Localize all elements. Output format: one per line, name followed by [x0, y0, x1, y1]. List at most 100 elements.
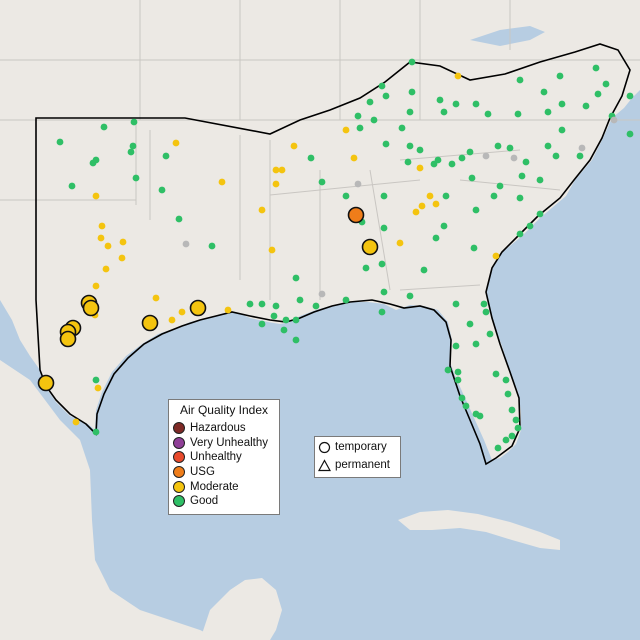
- monitor-marker-good[interactable]: [558, 100, 566, 108]
- monitor-marker-good[interactable]: [544, 108, 552, 116]
- monitor-marker-good[interactable]: [494, 444, 502, 452]
- monitor-marker-good[interactable]: [175, 215, 183, 223]
- monitor-marker-good[interactable]: [272, 302, 280, 310]
- monitor-marker-good[interactable]: [370, 116, 378, 124]
- monitor-marker-good[interactable]: [342, 296, 350, 304]
- monitor-marker-good[interactable]: [556, 72, 564, 80]
- monitor-marker-moderate[interactable]: [224, 306, 232, 314]
- monitor-marker-good[interactable]: [484, 110, 492, 118]
- monitor-marker-none[interactable]: [578, 144, 586, 152]
- monitor-marker-moderate[interactable]: [118, 254, 126, 262]
- monitor-marker-moderate[interactable]: [272, 166, 280, 174]
- monitor-marker-good[interactable]: [452, 300, 460, 308]
- monitor-marker-moderate[interactable]: [290, 142, 298, 150]
- monitor-marker-good[interactable]: [408, 88, 416, 96]
- monitor-marker-good[interactable]: [430, 160, 438, 168]
- monitor-marker-good[interactable]: [540, 88, 548, 96]
- monitor-marker-moderate[interactable]: [98, 222, 106, 230]
- monitor-marker-good[interactable]: [558, 126, 566, 134]
- monitor-marker-good[interactable]: [536, 176, 544, 184]
- monitor-marker-usg[interactable]: [347, 206, 365, 224]
- monitor-marker-good[interactable]: [522, 158, 530, 166]
- monitor-marker-good[interactable]: [380, 192, 388, 200]
- monitor-marker-good[interactable]: [307, 154, 315, 162]
- monitor-marker-good[interactable]: [440, 222, 448, 230]
- monitor-marker-good[interactable]: [270, 312, 278, 320]
- monitor-marker-moderate[interactable]: [416, 164, 424, 172]
- monitor-marker-none[interactable]: [510, 154, 518, 162]
- monitor-marker-good[interactable]: [486, 330, 494, 338]
- monitor-marker-moderate[interactable]: [141, 314, 159, 332]
- monitor-marker-good[interactable]: [158, 186, 166, 194]
- monitor-marker-moderate[interactable]: [268, 246, 276, 254]
- monitor-marker-good[interactable]: [508, 406, 516, 414]
- monitor-marker-none[interactable]: [318, 290, 326, 298]
- monitor-marker-good[interactable]: [406, 142, 414, 150]
- monitor-marker-good[interactable]: [516, 230, 524, 238]
- monitor-marker-good[interactable]: [432, 234, 440, 242]
- monitor-marker-good[interactable]: [592, 64, 600, 72]
- monitor-marker-good[interactable]: [458, 154, 466, 162]
- monitor-marker-good[interactable]: [602, 80, 610, 88]
- monitor-marker-good[interactable]: [380, 224, 388, 232]
- monitor-marker-good[interactable]: [448, 160, 456, 168]
- monitor-marker-good[interactable]: [89, 159, 97, 167]
- monitor-marker-moderate[interactable]: [492, 252, 500, 260]
- monitor-marker-moderate[interactable]: [119, 238, 127, 246]
- monitor-marker-good[interactable]: [129, 142, 137, 150]
- monitor-marker-moderate[interactable]: [97, 234, 105, 242]
- monitor-marker-moderate[interactable]: [104, 242, 112, 250]
- monitor-marker-good[interactable]: [100, 123, 108, 131]
- monitor-marker-good[interactable]: [502, 376, 510, 384]
- monitor-marker-good[interactable]: [490, 192, 498, 200]
- monitor-marker-moderate[interactable]: [278, 166, 286, 174]
- monitor-marker-good[interactable]: [482, 308, 490, 316]
- monitor-marker-good[interactable]: [416, 146, 424, 154]
- monitor-marker-good[interactable]: [492, 370, 500, 378]
- monitor-marker-good[interactable]: [342, 192, 350, 200]
- monitor-marker-good[interactable]: [280, 326, 288, 334]
- monitor-marker-good[interactable]: [436, 96, 444, 104]
- monitor-marker-moderate[interactable]: [258, 206, 266, 214]
- monitor-marker-moderate[interactable]: [342, 126, 350, 134]
- monitor-marker-good[interactable]: [518, 172, 526, 180]
- monitor-marker-good[interactable]: [406, 108, 414, 116]
- monitor-marker-good[interactable]: [68, 182, 76, 190]
- monitor-marker-good[interactable]: [506, 144, 514, 152]
- monitor-marker-good[interactable]: [246, 300, 254, 308]
- monitor-marker-good[interactable]: [582, 102, 590, 110]
- monitor-marker-good[interactable]: [444, 366, 452, 374]
- monitor-marker-good[interactable]: [468, 174, 476, 182]
- monitor-marker-good[interactable]: [470, 244, 478, 252]
- monitor-marker-moderate[interactable]: [412, 208, 420, 216]
- monitor-marker-good[interactable]: [516, 76, 524, 84]
- monitor-marker-moderate[interactable]: [350, 154, 358, 162]
- monitor-marker-moderate[interactable]: [168, 316, 176, 324]
- monitor-marker-good[interactable]: [318, 178, 326, 186]
- monitor-marker-good[interactable]: [92, 376, 100, 384]
- monitor-marker-good[interactable]: [576, 152, 584, 160]
- monitor-marker-good[interactable]: [440, 108, 448, 116]
- monitor-marker-good[interactable]: [466, 320, 474, 328]
- monitor-marker-good[interactable]: [472, 340, 480, 348]
- monitor-marker-good[interactable]: [378, 308, 386, 316]
- monitor-marker-good[interactable]: [162, 152, 170, 160]
- monitor-marker-moderate[interactable]: [426, 192, 434, 200]
- monitor-marker-good[interactable]: [514, 110, 522, 118]
- monitor-marker-good[interactable]: [296, 296, 304, 304]
- monitor-marker-moderate[interactable]: [172, 139, 180, 147]
- monitor-marker-moderate[interactable]: [59, 330, 77, 348]
- monitor-marker-moderate[interactable]: [92, 192, 100, 200]
- monitor-marker-good[interactable]: [544, 142, 552, 150]
- monitor-marker-moderate[interactable]: [396, 239, 404, 247]
- monitor-marker-good[interactable]: [292, 336, 300, 344]
- monitor-marker-good[interactable]: [476, 412, 484, 420]
- monitor-marker-good[interactable]: [466, 148, 474, 156]
- monitor-marker-good[interactable]: [382, 140, 390, 148]
- monitor-marker-good[interactable]: [312, 302, 320, 310]
- monitor-marker-good[interactable]: [526, 222, 534, 230]
- monitor-marker-good[interactable]: [382, 92, 390, 100]
- monitor-marker-good[interactable]: [398, 124, 406, 132]
- monitor-marker-good[interactable]: [420, 266, 428, 274]
